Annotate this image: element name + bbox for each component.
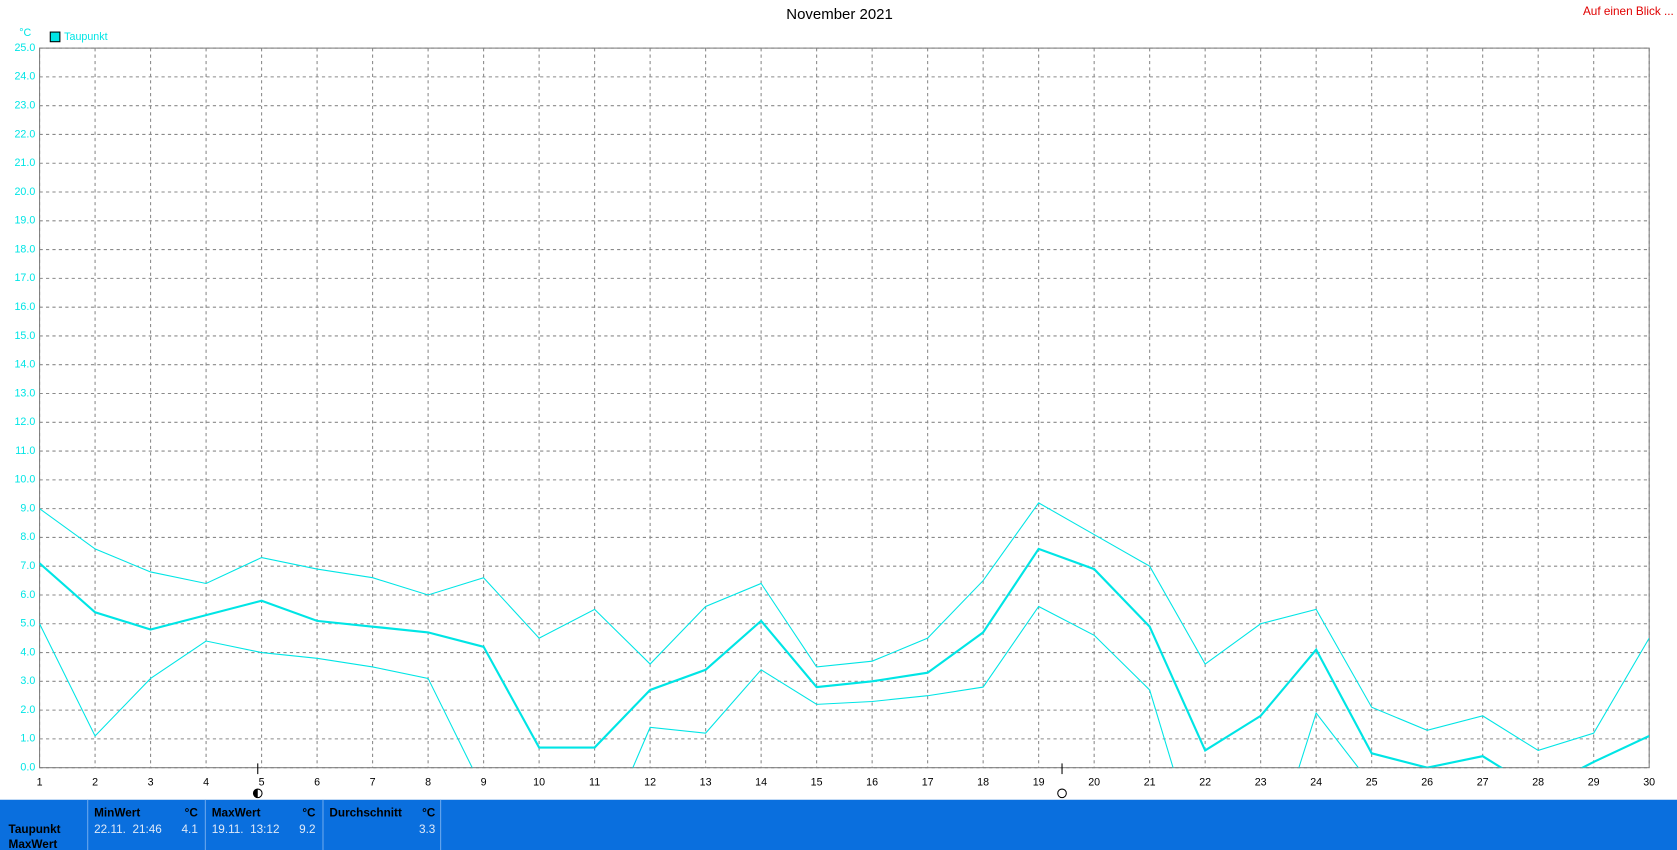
x-tick-label: 2 [92,776,98,788]
y-tick-label: 15.0 [14,330,35,342]
x-tick-label: 29 [1588,776,1600,788]
x-tick-label: 8 [425,776,431,788]
x-tick-label: 27 [1477,776,1489,788]
x-tick-label: 4 [203,776,209,788]
y-tick-label: 18.0 [14,243,35,255]
y-tick-label: 13.0 [14,387,35,399]
summary-panel [0,799,1677,850]
y-tick-label: 2.0 [20,704,35,716]
y-tick-label: 17.0 [14,272,35,284]
series [39,502,1650,768]
col-unit: °C [185,807,199,820]
x-tick-label: 30 [1643,776,1655,788]
y-tick-label: 6.0 [20,589,35,601]
col-value: 4.1 [182,823,198,836]
moon-icon [253,789,258,798]
x-tick-label: 24 [1310,776,1322,788]
y-tick-label: 16.0 [14,301,35,313]
x-tick-label: 9 [481,776,487,788]
y-tick-label: 22.0 [14,128,35,140]
col-header: MinWert [94,807,140,820]
y-tick-label: 20.0 [14,186,35,198]
x-tick-label: 1 [37,776,43,788]
x-tick-label: 23 [1255,776,1267,788]
line [39,502,1650,751]
col-header: MaxWert [212,807,261,820]
legend-swatch [49,31,61,43]
y-tick-label: 11.0 [15,445,35,457]
y-tick-label: 25.0 [14,42,35,54]
y-tick-label: 12.0 [14,416,35,428]
x-tick-label: 5 [259,776,265,788]
col-unit: °C [302,807,316,820]
x-tick-label: 11 [589,776,600,788]
x-tick-label: 16 [866,776,878,788]
y-tick-label: 0.0 [20,762,35,774]
col-value: 9.2 [299,823,315,836]
col-time: 22.11. 21:46 [94,823,162,836]
y-tick-label: 21.0 [14,157,35,169]
y-tick-label: 8.0 [20,531,35,543]
row-label: MaxWert [9,838,58,850]
x-tick-label: 20 [1088,776,1100,788]
col-unit: °C [422,807,436,820]
col-header: Durchschnitt [329,807,402,820]
x-tick-label: 14 [755,776,767,788]
chart-title: November 2021 [786,6,893,23]
line [39,605,1360,768]
row-label: Taupunkt [9,823,61,836]
moon-icon [1057,788,1067,799]
x-tick-label: 3 [148,776,154,788]
link[interactable]: Auf einen Blick ... [1583,5,1674,18]
plot-frame [39,47,1650,769]
y-tick-label: 1.0 [20,733,35,745]
grid [39,47,1650,769]
col-value: 3.3 [419,823,436,836]
y-tick-label: 9.0 [20,502,35,514]
y-tick-label: 14.0 [14,359,35,371]
col-time: 19.11. 13:12 [212,823,280,836]
x-tick-label: 22 [1199,776,1211,788]
y-tick-label: 5.0 [20,618,35,630]
x-tick-label: 12 [644,776,656,788]
x-tick-label: 28 [1532,776,1544,788]
y-tick-label: 3.0 [20,675,35,687]
line [39,547,1650,768]
x-tick-label: 13 [700,776,712,788]
x-tick-label: 15 [811,776,823,788]
y-tick-label: 19.0 [14,215,35,227]
x-tick-label: 21 [1144,776,1156,788]
x-tick-label: 25 [1366,776,1378,788]
y-tick-label: 24.0 [14,71,35,83]
y-tick-label: 7.0 [20,560,35,572]
y-tick-label: 4.0 [20,646,35,658]
x-tick-label: 19 [1033,776,1045,788]
x-tick-label: 18 [977,776,989,788]
legend-label: Taupunkt [64,31,107,43]
unit-label: °C [19,27,31,39]
y-tick-label: 23.0 [14,100,35,112]
x-tick-label: 7 [370,776,376,788]
x-tick-label: 6 [314,776,320,788]
x-tick-label: 26 [1421,776,1433,788]
summary: Taupunkt MaxWert MinWert °C 22.11. 21:46 4.1 M… [9,799,442,850]
y-tick-label: 10.0 [14,474,35,486]
x-tick-label: 17 [922,776,934,788]
x-tick-label: 10 [533,776,545,788]
